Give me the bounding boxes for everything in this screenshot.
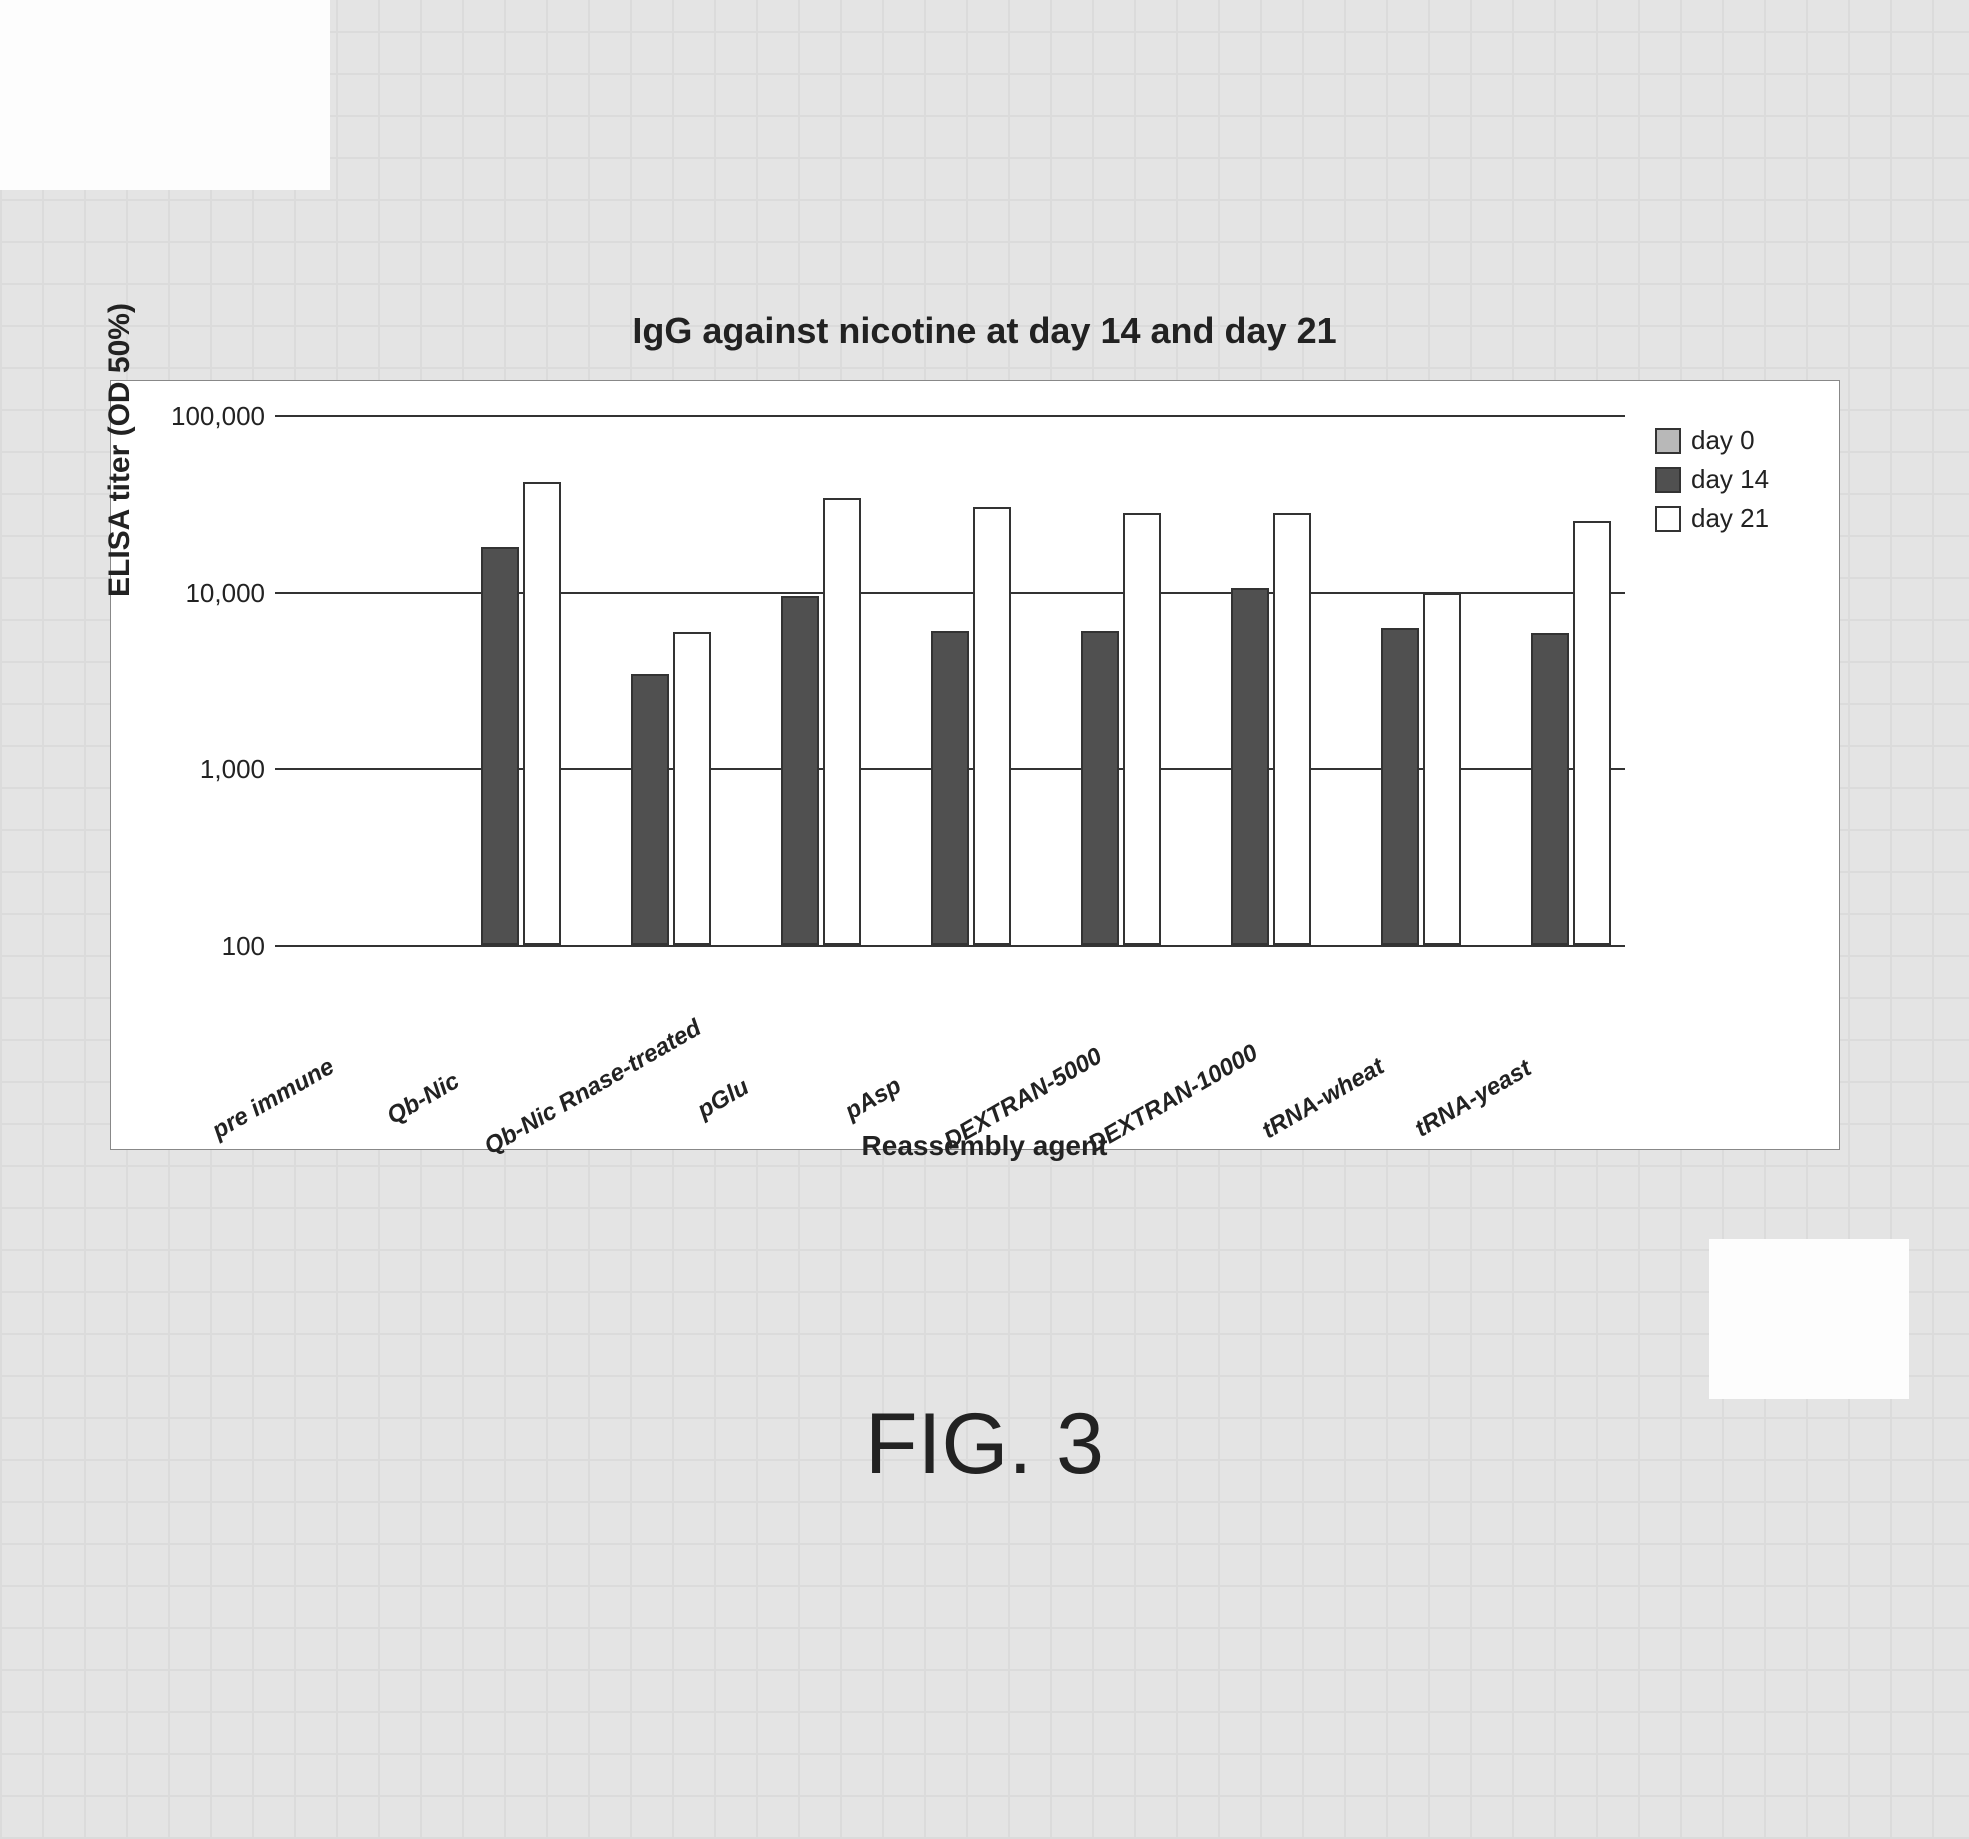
bar [1531, 633, 1569, 945]
figure-label: FIG. 3 [0, 1395, 1969, 1494]
legend-label-day14: day 14 [1691, 464, 1769, 495]
y-axis-label: ELISA titer (OD 50%) [103, 303, 137, 597]
bar [823, 498, 861, 945]
white-patch-bottom-right [1709, 1239, 1909, 1399]
legend-swatch-day14 [1655, 467, 1681, 493]
legend-swatch-day0 [1655, 428, 1681, 454]
bar [1123, 513, 1161, 945]
legend-label-day0: day 0 [1691, 425, 1755, 456]
bar [673, 632, 711, 945]
chart-title: IgG against nicotine at day 14 and day 2… [0, 310, 1969, 352]
legend: day 0 day 14 day 21 [1655, 425, 1835, 542]
legend-item-day14: day 14 [1655, 464, 1835, 495]
y-tick-label: 10,000 [145, 578, 265, 609]
bar [931, 631, 969, 945]
y-tick-label: 100,000 [145, 401, 265, 432]
bar [481, 547, 519, 945]
y-tick-label: 1,000 [145, 754, 265, 785]
grid-line [275, 945, 1625, 947]
bar [1423, 593, 1461, 945]
bar [1231, 588, 1269, 945]
grid-line [275, 415, 1625, 417]
legend-label-day21: day 21 [1691, 503, 1769, 534]
bar [1573, 521, 1611, 945]
legend-item-day0: day 0 [1655, 425, 1835, 456]
plot-area [275, 415, 1625, 945]
bar [1381, 628, 1419, 945]
bar [973, 507, 1011, 945]
bar [1273, 513, 1311, 945]
legend-item-day21: day 21 [1655, 503, 1835, 534]
white-patch-top-left [0, 0, 330, 190]
y-tick-label: 100 [145, 931, 265, 962]
bar [631, 674, 669, 945]
bar [1081, 631, 1119, 945]
bar [781, 596, 819, 945]
bar [523, 482, 561, 945]
legend-swatch-day21 [1655, 506, 1681, 532]
